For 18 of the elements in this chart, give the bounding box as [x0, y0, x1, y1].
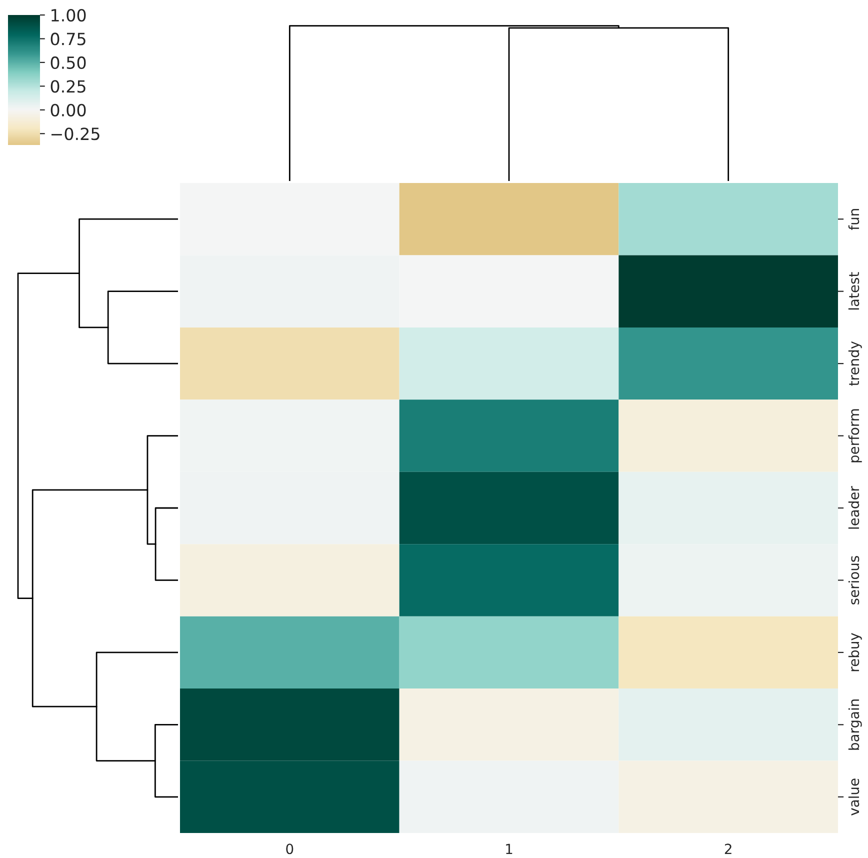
color-bar-label: −0.25	[51, 128, 100, 140]
x-tick-label: 0	[286, 844, 294, 854]
color-bar-label: 0.75	[50, 32, 86, 46]
color-bar-label: 0.50	[50, 56, 86, 70]
color-bar-label: 0.00	[50, 104, 86, 116]
y-tick-label: latest	[848, 272, 860, 310]
x-tick-label: 1	[506, 844, 512, 854]
y-tick-label: rebuy	[848, 632, 862, 672]
y-tick-label: perform	[848, 409, 862, 462]
y-tick-label: trendy	[848, 341, 862, 386]
y-tick-label: bargain	[848, 699, 862, 750]
y-tick-label: fun	[848, 209, 860, 230]
x-tick-label: 2	[724, 844, 732, 854]
y-tick-label: value	[848, 778, 860, 816]
color-bar-label: 1.00	[52, 8, 86, 22]
color-bar-label: 0.25	[50, 80, 86, 93]
y-tick-label: leader	[848, 486, 860, 529]
y-tick-label: serious	[848, 556, 860, 604]
